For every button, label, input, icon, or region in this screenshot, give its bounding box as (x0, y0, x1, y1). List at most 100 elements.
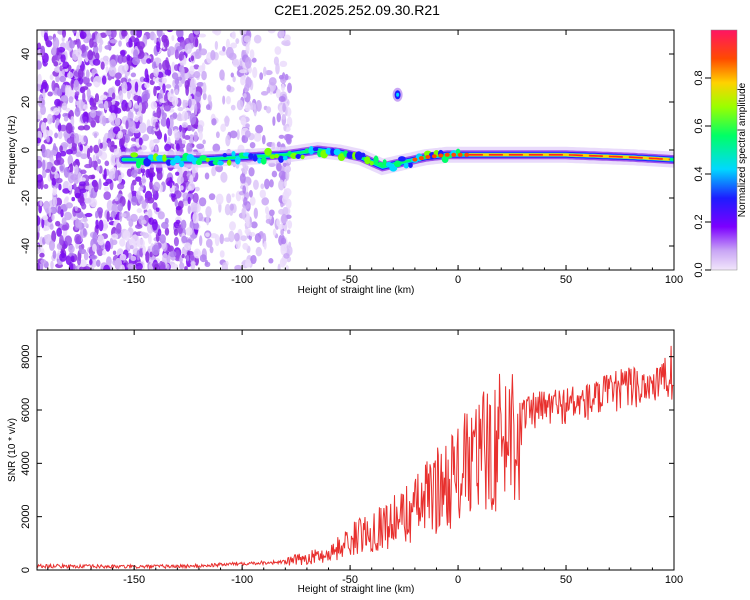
signal-blob (364, 156, 371, 165)
noise-blob (149, 180, 153, 190)
noise-blob (121, 30, 128, 37)
noise-blob (70, 133, 75, 144)
noise-blob (179, 185, 184, 191)
noise-blob (253, 132, 262, 142)
noise-blob (201, 70, 207, 81)
noise-blob (282, 102, 286, 113)
noise-blob (242, 242, 249, 250)
noise-blob (82, 266, 91, 270)
noise-blob (287, 82, 292, 94)
noise-blob (58, 183, 62, 191)
noise-blob (185, 84, 189, 96)
noise-blob (232, 76, 236, 83)
noise-blob (152, 76, 156, 82)
noise-blob (61, 30, 67, 38)
noise-blob (158, 62, 162, 70)
noise-blob (181, 235, 188, 244)
noise-blob (51, 214, 55, 221)
noise-blob (175, 219, 181, 225)
noise-blob (273, 56, 280, 66)
noise-blob (42, 117, 48, 123)
noise-blob (220, 171, 228, 183)
noise-blob (76, 255, 82, 266)
noise-blob (57, 205, 62, 215)
noise-blob (249, 232, 256, 237)
noise-blob (174, 190, 182, 199)
signal-blob (373, 155, 379, 165)
noise-blob (122, 229, 131, 241)
noise-blob (281, 195, 289, 204)
signal-blob (248, 153, 254, 160)
noise-blob (142, 100, 149, 110)
signal-blob (308, 145, 315, 155)
noise-blob (145, 251, 150, 263)
noise-blob (118, 40, 122, 47)
signal-blob (337, 153, 346, 162)
noise-blob (242, 185, 247, 194)
signal-blob (325, 147, 332, 155)
noise-blob (169, 117, 174, 129)
y-tick-label: 8000 (20, 344, 32, 368)
noise-blob (93, 144, 100, 154)
noise-blob (188, 134, 195, 144)
signal-blob (135, 159, 142, 169)
noise-blob (120, 50, 126, 57)
noise-blob (176, 45, 184, 51)
noise-blob (134, 115, 140, 123)
signal-blob (130, 152, 139, 158)
noise-blob (103, 100, 109, 111)
signal-blob (408, 162, 413, 168)
x-tick-label: -50 (342, 574, 358, 586)
noise-blob (61, 102, 68, 111)
noise-blob (110, 210, 116, 219)
noise-blob (78, 76, 84, 85)
noise-blob (182, 99, 189, 108)
noise-blob (135, 30, 143, 38)
noise-blob (205, 214, 210, 226)
noise-blob (114, 169, 118, 180)
noise-blob (67, 172, 75, 184)
noise-blob (175, 249, 181, 261)
signal-blob (398, 156, 406, 162)
signal-blob (382, 159, 387, 166)
noise-blob (56, 88, 63, 97)
signal-blob (360, 152, 366, 158)
noise-blob (56, 47, 60, 56)
noise-blob (213, 30, 222, 36)
noise-blob (170, 193, 177, 198)
noise-blob (55, 177, 63, 184)
noise-blob (149, 172, 154, 183)
noise-blob (51, 230, 57, 243)
noise-blob (184, 266, 188, 270)
noise-blob (45, 168, 51, 173)
noise-blob (75, 151, 82, 158)
noise-blob (157, 228, 162, 237)
noise-blob (198, 33, 207, 38)
noise-blob (249, 49, 255, 59)
noise-blob (166, 30, 174, 33)
noise-blob (196, 143, 205, 150)
noise-blob (87, 50, 94, 61)
noise-blob (195, 48, 200, 55)
noise-blob (186, 255, 190, 262)
signal-blob (205, 157, 210, 162)
noise-blob (129, 121, 136, 133)
noise-blob (164, 69, 172, 76)
noise-blob (40, 121, 47, 134)
noise-blob (240, 75, 246, 86)
noise-blob (222, 46, 226, 52)
noise-blob (155, 121, 159, 130)
noise-blob (230, 72, 234, 78)
noise-blob (193, 64, 200, 70)
noise-blob (251, 57, 257, 63)
noise-blob (192, 212, 199, 224)
noise-blob (259, 189, 267, 199)
y-tick-label: 6000 (20, 398, 32, 422)
noise-blob (119, 253, 127, 261)
noise-blob (55, 220, 61, 227)
signal-blob (295, 153, 302, 159)
noise-blob (232, 58, 241, 68)
noise-blob (243, 35, 252, 43)
noise-blob (260, 91, 269, 96)
noise-blob (40, 81, 49, 93)
